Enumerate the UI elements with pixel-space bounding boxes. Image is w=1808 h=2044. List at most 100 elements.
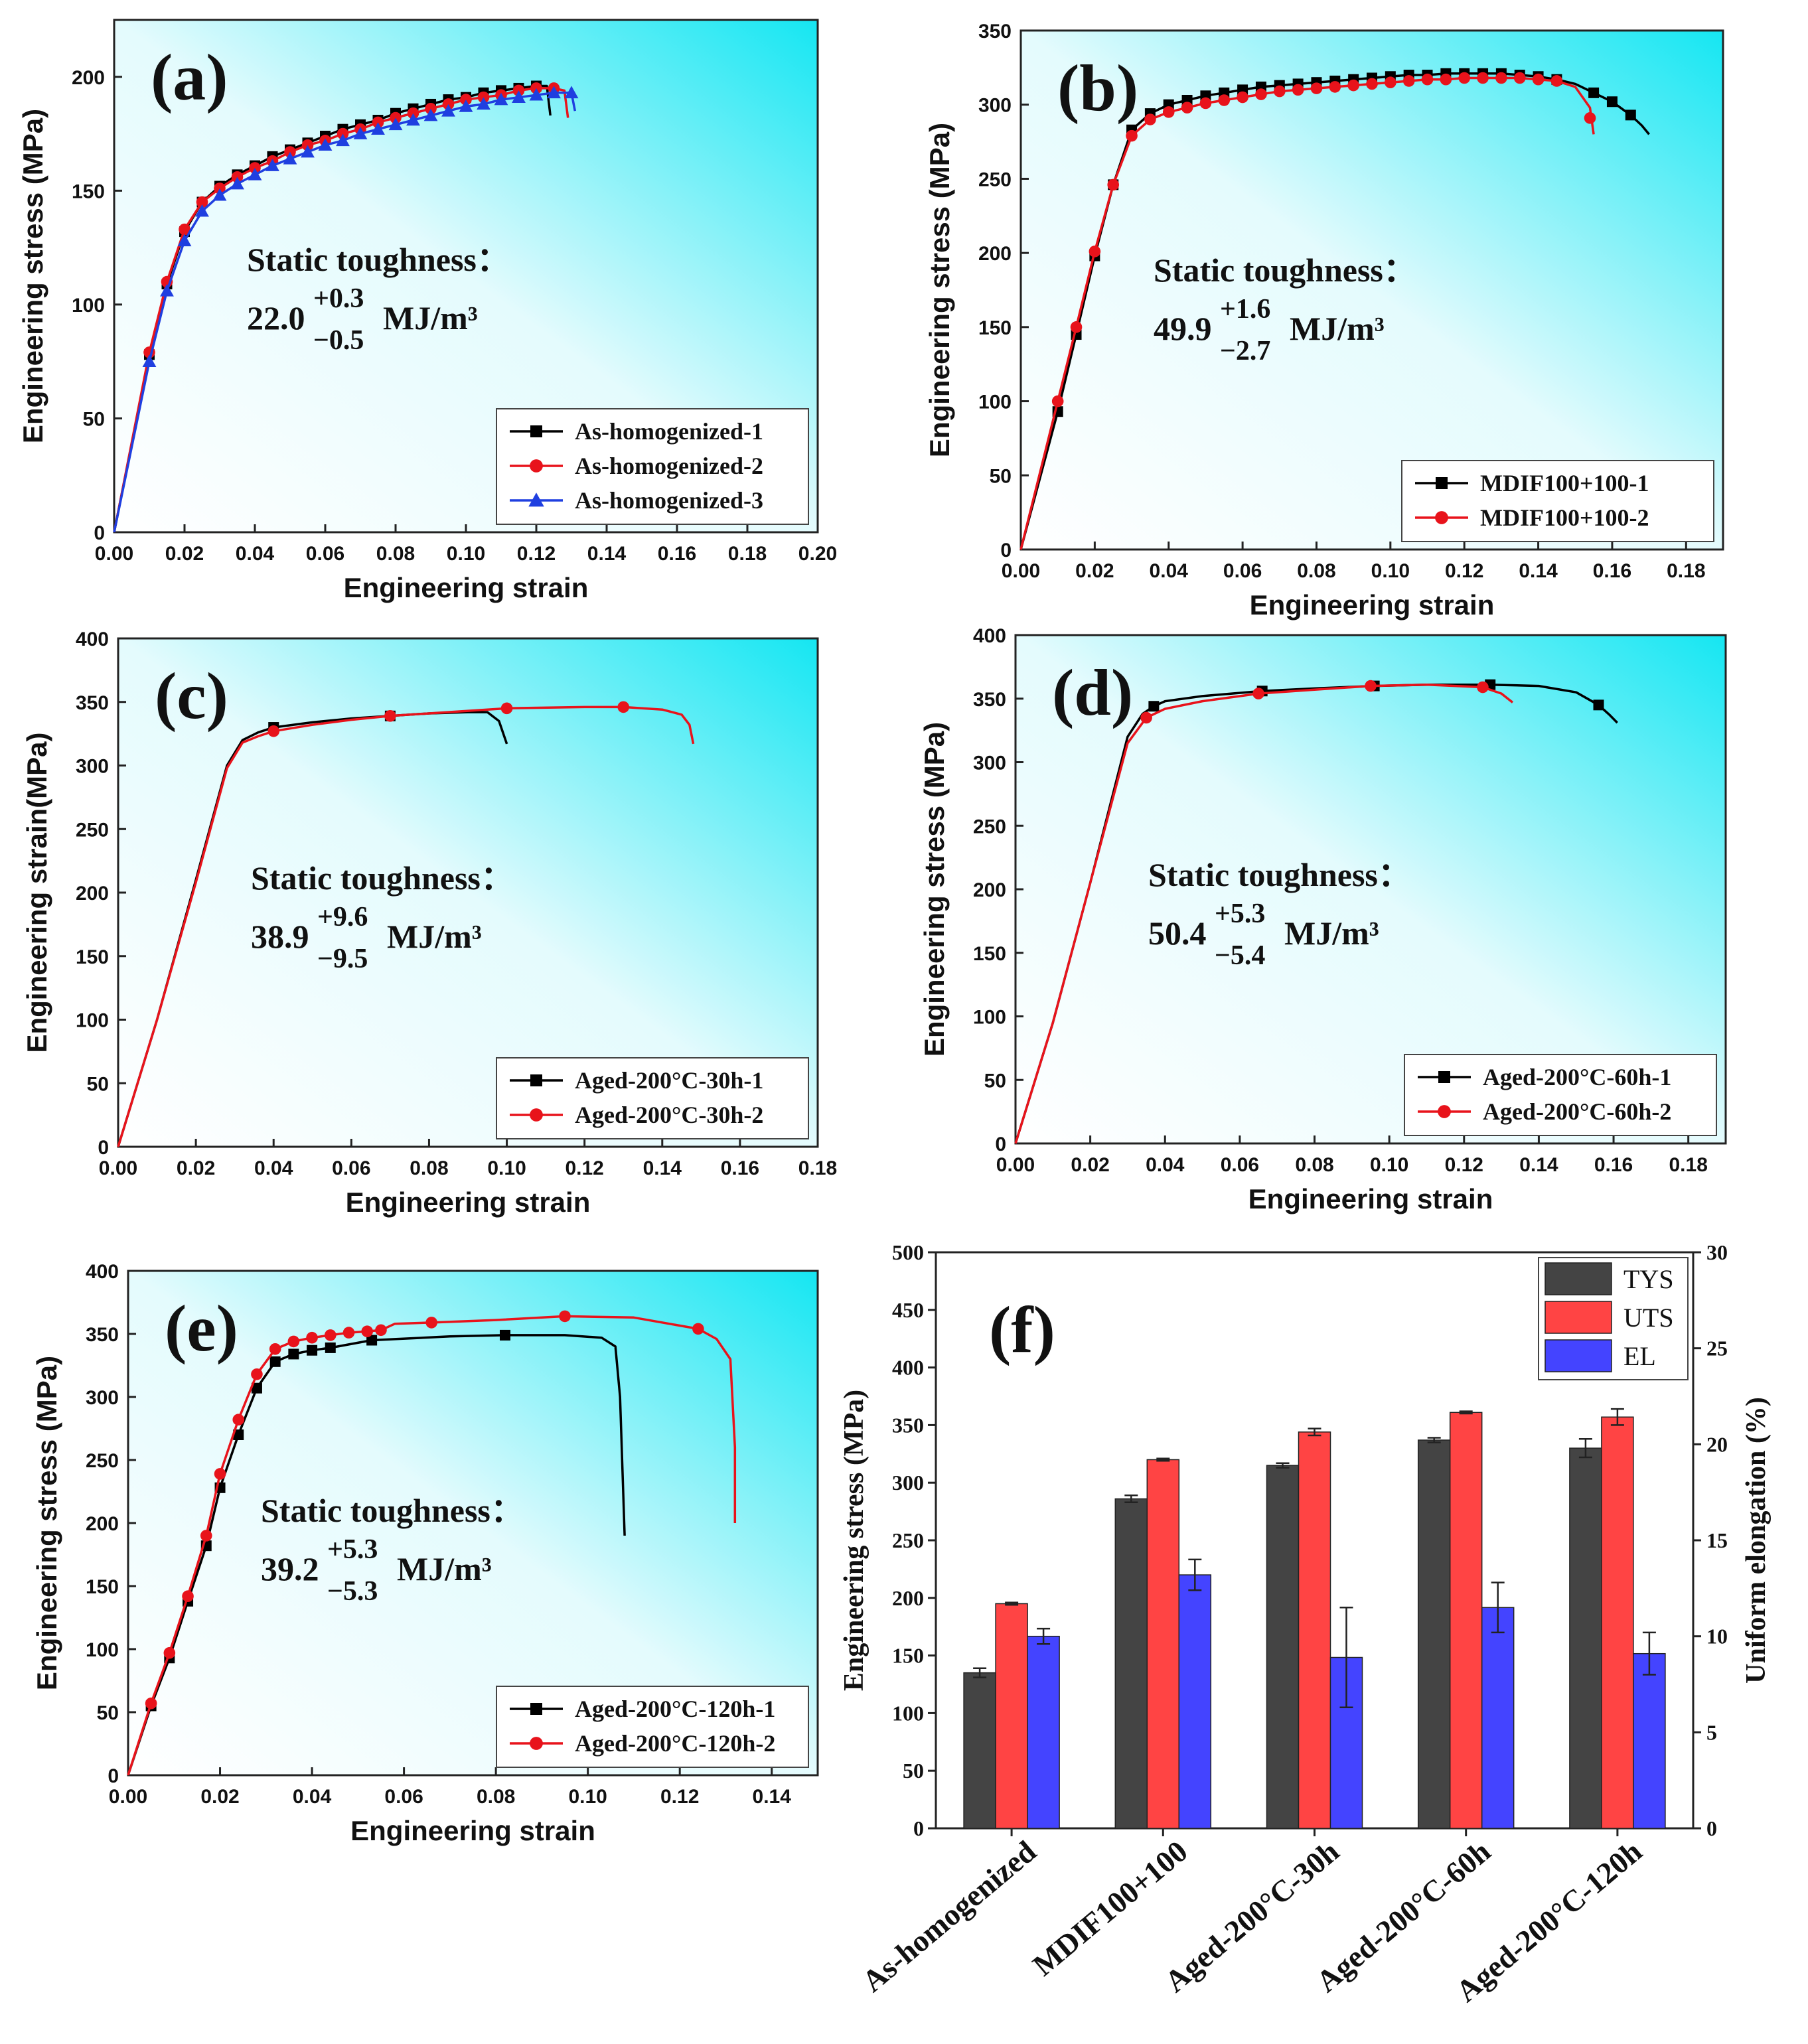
data-point: [182, 1590, 194, 1602]
panel-label: (a): [151, 40, 228, 114]
y-tick-label: 400: [86, 1261, 119, 1283]
data-point: [267, 725, 280, 737]
data-point: [288, 1349, 299, 1360]
data-point: [145, 1697, 157, 1710]
y2-tick-label: 0: [1706, 1816, 1717, 1840]
legend-label: UTS: [1623, 1303, 1674, 1333]
x-tick-label: 0.12: [517, 543, 556, 565]
panel-a: 0.00 0.02 0.04 0.06 0.08 0.10 0.12 0.14 0.16 0.18…: [17, 19, 837, 603]
legend-marker: [530, 425, 542, 437]
x-tick-label: 0.12: [1445, 1154, 1483, 1176]
data-point: [384, 710, 396, 722]
x-tick-label: 0.08: [477, 1786, 515, 1808]
legend-swatch: [1544, 1339, 1612, 1372]
y-tick-label: 300: [892, 1471, 924, 1495]
y-tick-label: 300: [978, 95, 1012, 117]
y-tick-label: 200: [973, 879, 1006, 901]
panel-c: 0.00 0.02 0.04 0.06 0.08 0.10 0.12 0.14 0.16 0.18…: [21, 628, 837, 1218]
x-tick-label: 0.00: [996, 1154, 1035, 1176]
data-point: [692, 1323, 704, 1335]
x-tick-label: 0.12: [1445, 560, 1483, 582]
y-tick-label: 250: [978, 169, 1012, 190]
x-tick-label: 0.08: [1295, 1154, 1333, 1176]
y-tick-label: 200: [72, 67, 105, 89]
y-tick-label: 200: [892, 1586, 924, 1610]
y-tick-label: 450: [892, 1298, 924, 1322]
y-tick-label: 250: [76, 819, 109, 841]
data-point: [1477, 72, 1489, 84]
legend-marker: [1438, 1071, 1450, 1083]
bar-el: [1027, 1635, 1060, 1829]
legend-label: Aged-200°C-30h-1: [575, 1067, 763, 1094]
y-tick-label: 250: [973, 816, 1006, 838]
data-point: [353, 127, 368, 139]
bar-el: [1633, 1652, 1666, 1829]
x-axis-label: Engineering strain: [344, 572, 589, 603]
data-point: [1148, 701, 1160, 712]
x-tick-label: 0.04: [293, 1786, 332, 1808]
y-tick-label: 300: [76, 756, 109, 778]
y-tick-label: 250: [892, 1528, 924, 1552]
data-point: [1329, 81, 1341, 93]
legend-swatch: [1544, 1301, 1612, 1334]
bar-uts: [1146, 1459, 1180, 1829]
y-tick-label: 250: [86, 1450, 119, 1472]
data-point: [425, 1317, 437, 1329]
toughness-plus: +0.3: [313, 283, 364, 314]
toughness-minus: −0.5: [313, 325, 364, 356]
bar-uts: [1298, 1431, 1331, 1829]
panel-d: 0.00 0.02 0.04 0.06 0.08 0.10 0.12 0.14 0.16 0.18…: [919, 625, 1727, 1214]
data-point: [1218, 94, 1231, 106]
data-point: [1625, 110, 1636, 121]
y-tick-label: 350: [973, 689, 1006, 711]
x-tick-label: 0.04: [236, 543, 275, 565]
data-point: [1532, 73, 1544, 86]
data-point: [160, 283, 174, 297]
data-point: [142, 354, 157, 367]
x-tick-label: 0.14: [587, 543, 627, 565]
data-point: [361, 1325, 373, 1337]
data-point: [406, 113, 420, 126]
data-point: [269, 1356, 281, 1367]
x-tick-label: 0.16: [1594, 1154, 1633, 1176]
data-point: [1584, 112, 1596, 124]
data-point: [301, 145, 315, 158]
x-tick-label: 0.14: [1519, 1154, 1558, 1176]
toughness-unit: MJ/m³: [387, 918, 482, 955]
data-point: [1237, 91, 1248, 104]
x-tick-label: 0.10: [568, 1786, 607, 1808]
legend-label: Aged-200°C-60h-1: [1483, 1064, 1671, 1090]
toughness-plus: +1.6: [1220, 294, 1270, 325]
data-point: [1089, 246, 1101, 257]
legend-box: [496, 1057, 809, 1139]
data-point: [269, 1343, 281, 1355]
x-tick-label: 0.00: [1002, 560, 1040, 582]
y2-tick-label: 30: [1706, 1240, 1728, 1264]
data-point: [248, 167, 262, 181]
data-point: [230, 177, 244, 190]
toughness-label: Static toughness：: [261, 1492, 524, 1529]
x-tick-label: 0.16: [658, 543, 696, 565]
data-point: [1458, 72, 1471, 84]
data-point: [324, 1329, 337, 1341]
toughness-minus: −2.7: [1220, 336, 1270, 366]
bar-el: [1481, 1607, 1515, 1829]
data-point: [232, 1414, 245, 1425]
data-point: [306, 1331, 318, 1344]
y-tick-label: 50: [984, 1070, 1006, 1092]
y-tick-label: 100: [72, 295, 105, 317]
x-tick-label: 0.14: [753, 1786, 792, 1808]
y-tick-label: 100: [76, 1010, 109, 1032]
panel-label: (b): [1057, 51, 1138, 125]
data-point: [388, 117, 403, 131]
y-tick-label: 200: [978, 243, 1012, 265]
x-tick-label: 0.18: [1669, 1154, 1707, 1176]
y-axis-label: Engineering stress (MPa): [17, 109, 48, 443]
y2-tick-label: 10: [1706, 1625, 1728, 1648]
x-axis-label: Engineering strain: [346, 1187, 591, 1218]
data-point: [1347, 79, 1359, 92]
panel-b: 0.00 0.02 0.04 0.06 0.08 0.10 0.12 0.14 0.16 0.18…: [924, 21, 1724, 620]
x-tick-label: 0.16: [1593, 560, 1631, 582]
x-tick-label: 0.18: [728, 543, 767, 565]
toughness-unit: MJ/m³: [1290, 310, 1385, 347]
